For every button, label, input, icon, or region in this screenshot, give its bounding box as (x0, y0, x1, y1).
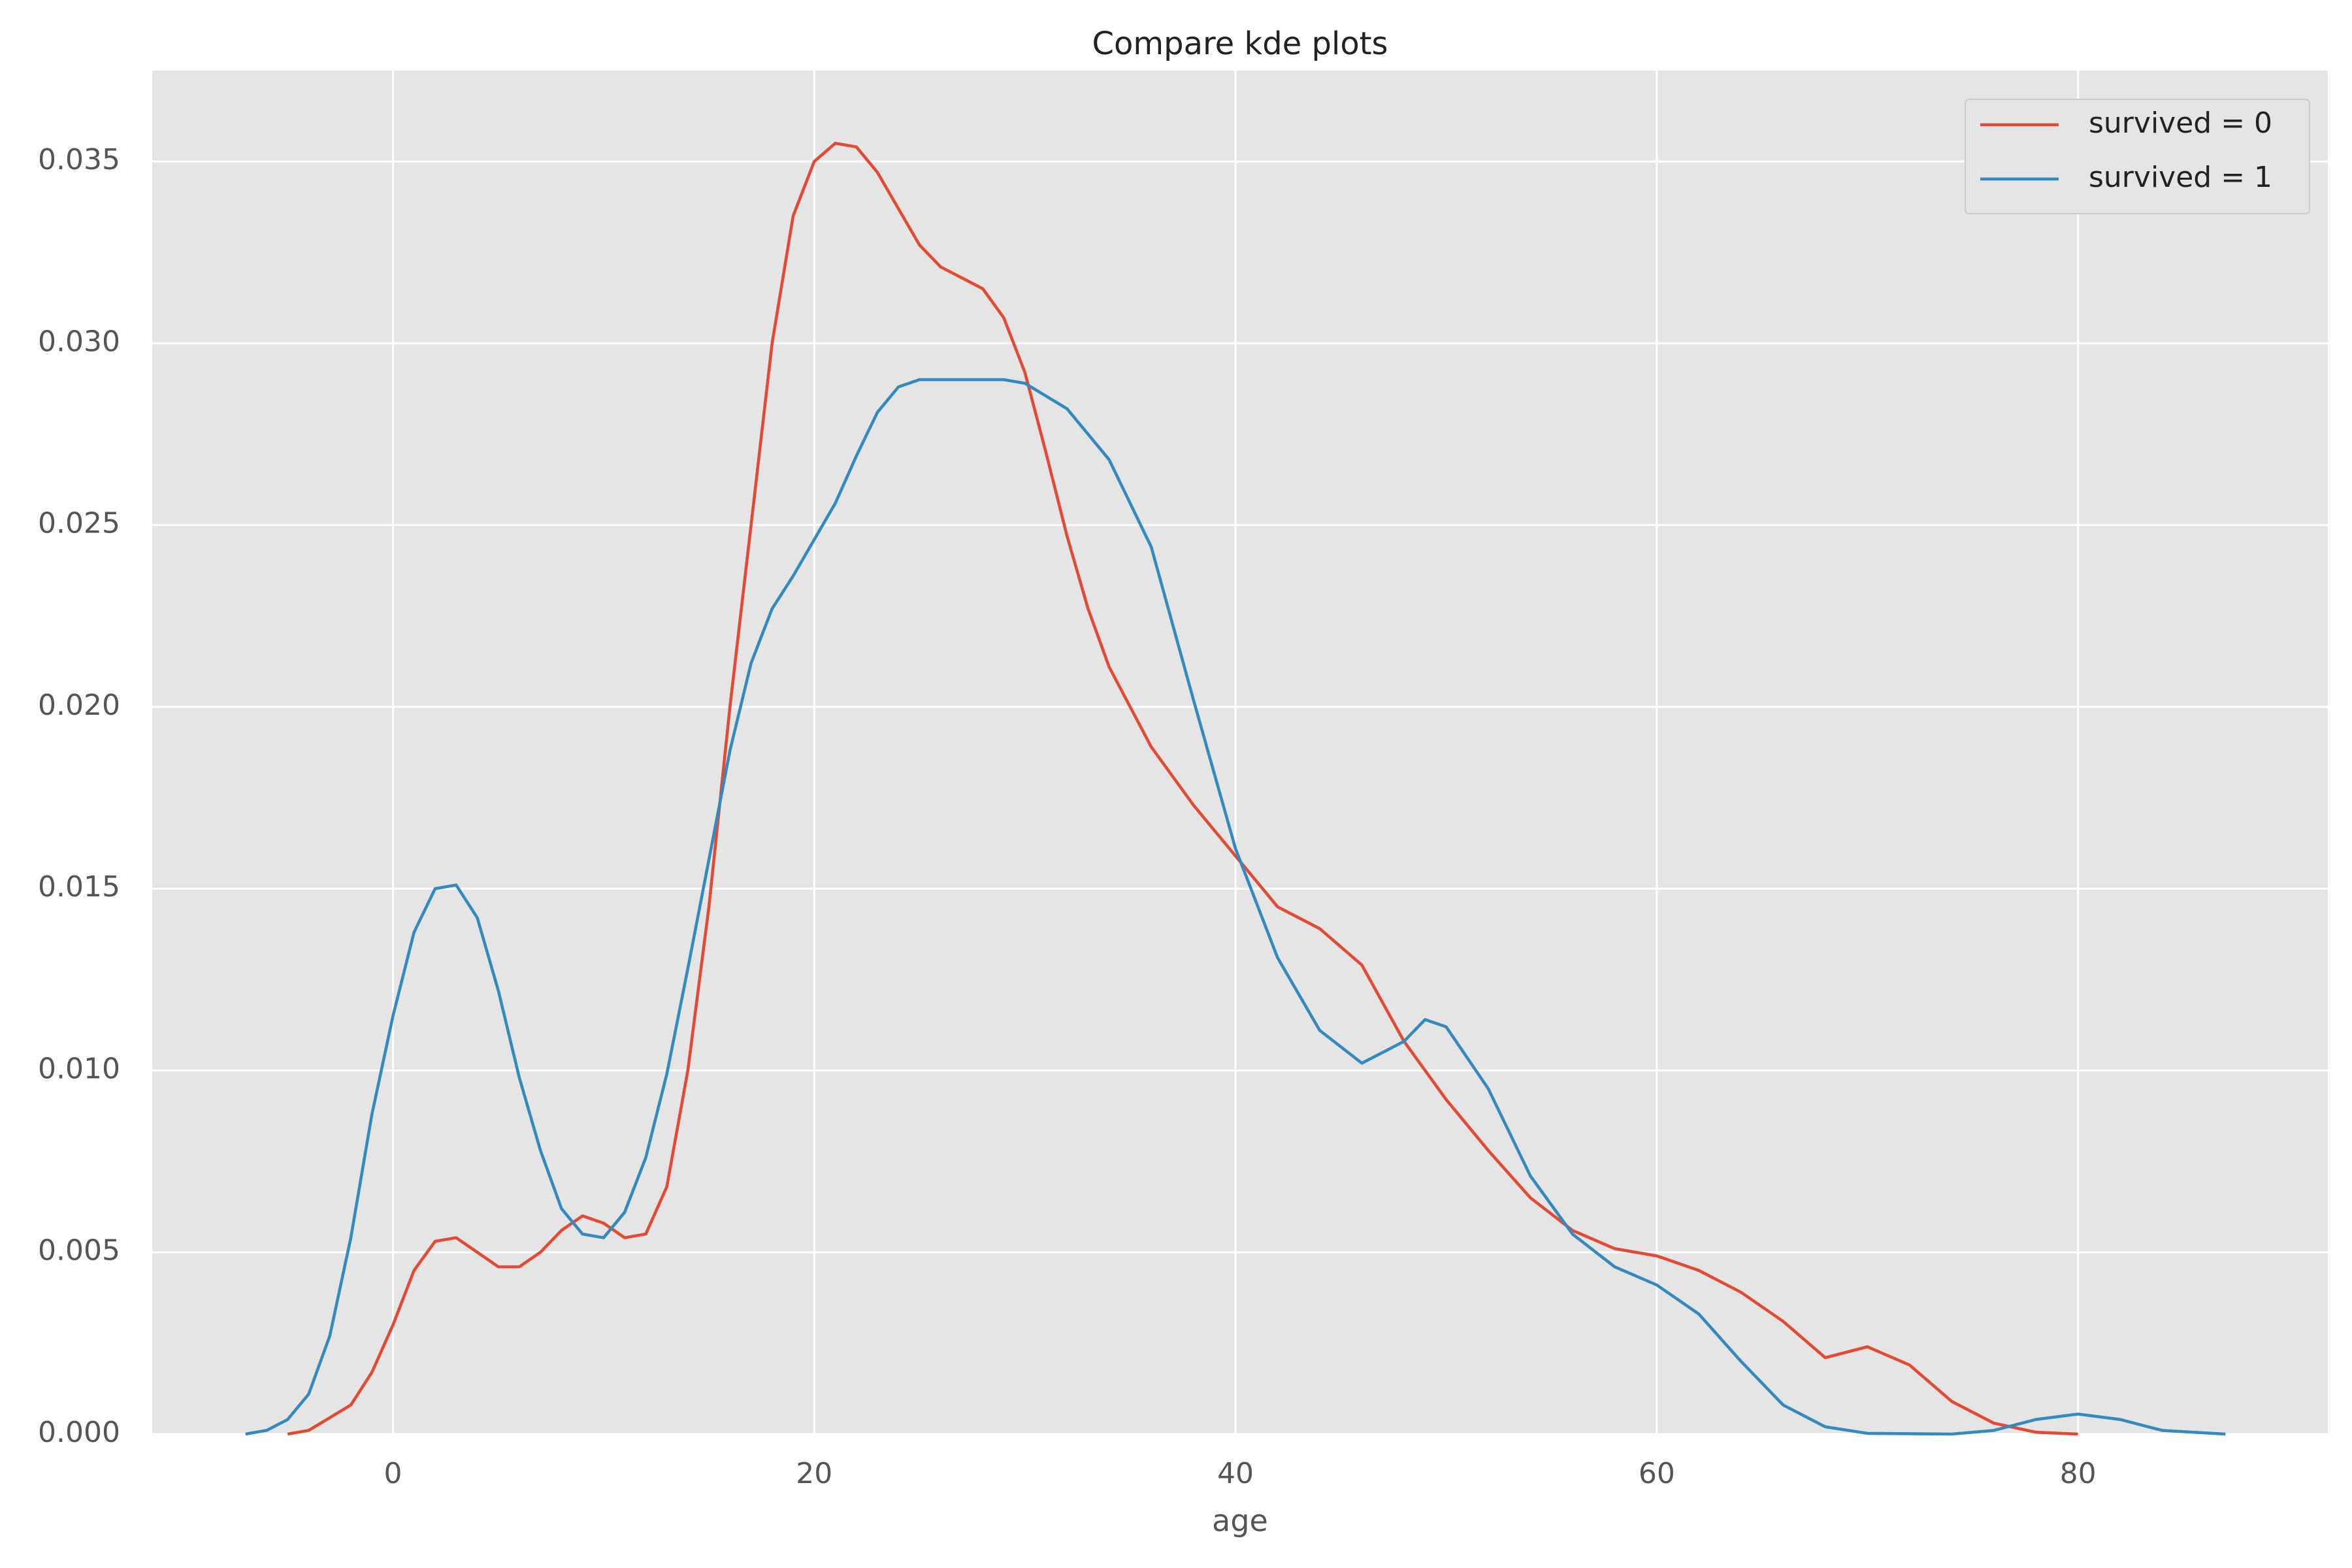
kde-line (287, 142, 2078, 1436)
plot-background (152, 71, 2328, 1434)
y-tick-label: 0.030 (38, 325, 120, 358)
x-tick-label: 0 (384, 1457, 402, 1490)
chart-title: Compare kde plots (1092, 25, 1388, 62)
y-tick-label: 0.010 (38, 1052, 120, 1085)
y-tick-label: 0.000 (38, 1416, 120, 1449)
x-tick-label: 60 (1639, 1457, 1675, 1490)
legend-label: survived = 0 (2089, 106, 2272, 140)
x-tick-label: 80 (2060, 1457, 2097, 1490)
y-tick-label: 0.005 (38, 1234, 120, 1267)
legend-label: survived = 1 (2089, 161, 2272, 194)
x-tick-label: 20 (796, 1457, 832, 1490)
y-tick-label: 0.025 (38, 507, 120, 540)
x-tick-label: 40 (1217, 1457, 1254, 1490)
y-tick-label: 0.020 (38, 689, 120, 722)
legend-box (1965, 99, 2310, 214)
legend: survived = 0 survived = 1 (1965, 99, 2310, 214)
y-tick-label: 0.035 (38, 143, 120, 176)
kde-line (245, 378, 2226, 1436)
x-axis-label: age (1212, 1503, 1268, 1539)
y-tick-label: 0.015 (38, 870, 120, 904)
